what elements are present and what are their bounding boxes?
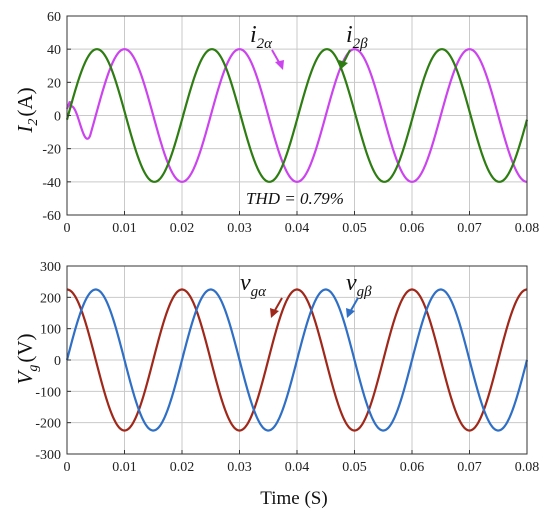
x-tick-label: 0.07 [457, 460, 482, 475]
y-tick-label: -100 [35, 385, 61, 400]
x-tick-label: 0.07 [457, 221, 482, 236]
vgalpha-arrowhead [270, 308, 279, 318]
y-tick-label: 200 [40, 291, 61, 306]
y-tick-label: -40 [42, 176, 61, 191]
x-tick-label: 0.08 [515, 460, 540, 475]
voltage-plot-ticks: 0 0.01 0.02 0.03 0.04 0.05 0.06 0.07 0.08 300 200 1… [35, 260, 539, 475]
i2beta-arrow [342, 49, 351, 65]
y-tick-label: 100 [40, 323, 61, 338]
x-tick-label: 0.04 [285, 221, 310, 236]
x-tick-label: 0.05 [342, 460, 367, 475]
current-plot: 0 0.01 0.02 0.03 0.04 0.05 0.06 0.07 0.08 60 40 20 0… [13, 10, 539, 236]
vgbeta-arrowhead [346, 308, 355, 318]
current-plot-ticks: 0 0.01 0.02 0.03 0.04 0.05 0.06 0.07 0.08 60 40 20 0… [42, 10, 539, 236]
x-tick-label: 0.06 [400, 221, 425, 236]
x-tick-label: 0.04 [285, 460, 310, 475]
x-tick-label: 0 [64, 221, 71, 236]
vgbeta-arrow [349, 297, 359, 313]
y-tick-label: 0 [54, 110, 61, 125]
voltage-plot: 0 0.01 0.02 0.03 0.04 0.05 0.06 0.07 0.08 300 200 1… [13, 260, 539, 475]
y-tick-label: 300 [40, 260, 61, 275]
voltage-plot-series [65, 288, 529, 432]
current-plot-grid [67, 16, 527, 215]
x-tick-label: 0.02 [170, 460, 195, 475]
i2beta-label: i2β [346, 22, 368, 52]
x-tick-label: 0.08 [515, 221, 540, 236]
i2beta-arrowhead [339, 60, 348, 70]
x-tick-label: 0 [64, 460, 71, 475]
x-tick-label: 0.03 [227, 221, 252, 236]
x-axis-label: Time (S) [260, 488, 327, 509]
i2alpha-label: i2α [250, 22, 273, 52]
current-y-axis-label: I2(A) [13, 87, 41, 133]
x-tick-label: 0.02 [170, 221, 195, 236]
current-plot-series [65, 48, 529, 183]
series-line-i-beta [65, 48, 529, 183]
y-tick-label: 20 [47, 76, 61, 91]
y-tick-label: 0 [54, 354, 61, 369]
voltage-y-axis-label: Vg(V) [13, 334, 41, 385]
y-tick-label: 40 [47, 43, 61, 58]
series-line-v-beta [65, 288, 529, 432]
y-tick-label: -60 [42, 209, 61, 224]
y-tick-label: -200 [35, 417, 61, 432]
vgbeta-label: vgβ [346, 270, 372, 300]
voltage-plot-grid [67, 266, 527, 454]
vgalpha-label: vgα [240, 270, 267, 300]
y-tick-label: 60 [47, 10, 61, 25]
x-tick-label: 0.01 [112, 221, 137, 236]
x-tick-label: 0.01 [112, 460, 137, 475]
vgalpha-arrow [273, 297, 283, 313]
series-line-i-alpha [65, 48, 528, 183]
y-tick-label: -20 [42, 143, 61, 158]
thd-annotation: THD = 0.79% [246, 189, 344, 208]
x-tick-label: 0.05 [342, 221, 367, 236]
series-line-v-alpha [66, 288, 528, 432]
i2alpha-arrowhead [275, 60, 284, 70]
x-tick-label: 0.06 [400, 460, 425, 475]
x-tick-label: 0.03 [227, 460, 252, 475]
y-tick-label: -300 [35, 448, 61, 463]
